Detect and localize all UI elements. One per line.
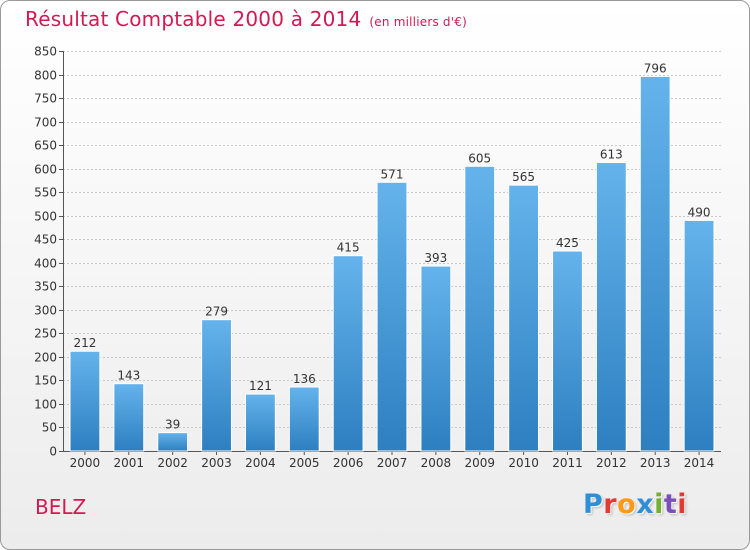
chart-title-text: Résultat Comptable 2000 à 2014 — [25, 7, 362, 31]
logo-letter: o — [617, 489, 637, 520]
y-tick-label: 150 — [34, 374, 57, 388]
bar-2012 — [595, 162, 627, 452]
data-label-2006: 415 — [337, 241, 360, 255]
x-tick-label: 2007 — [377, 456, 408, 470]
bar-2006 — [332, 255, 364, 452]
y-tick-label: 750 — [34, 92, 57, 106]
x-tick-label: 2002 — [157, 456, 188, 470]
data-label-2003: 279 — [205, 305, 228, 319]
y-tick-label: 50 — [42, 421, 57, 435]
data-label-2004: 121 — [249, 379, 272, 393]
bar-2001 — [113, 383, 145, 452]
y-tick-label: 0 — [49, 445, 57, 459]
x-tick-label: 2004 — [245, 456, 276, 470]
bar-2014 — [683, 219, 715, 452]
bar-2008 — [420, 265, 452, 452]
proxiti-logo: Proxiti — [583, 489, 687, 520]
y-tick-label: 700 — [34, 116, 57, 130]
bars — [69, 75, 715, 452]
data-label-2001: 143 — [117, 369, 140, 383]
logo-letter: P — [583, 489, 604, 520]
bar-2000 — [69, 350, 101, 452]
chart-subtitle: (en milliers d'€) — [369, 15, 467, 29]
bar-2007 — [376, 181, 408, 452]
y-tick-label: 300 — [34, 304, 57, 318]
data-label-2000: 212 — [73, 336, 96, 350]
data-label-2007: 571 — [381, 167, 404, 181]
bar-2002 — [157, 432, 189, 452]
x-tick-label: 2010 — [508, 456, 539, 470]
y-tick-label: 400 — [34, 257, 57, 271]
data-label-2005: 136 — [293, 372, 316, 386]
axes: 0 50 100 150 200 250 300 350 400 450 500 550 600 650 7… — [34, 45, 721, 470]
x-tick-label: 2013 — [640, 456, 671, 470]
y-tick-label: 800 — [34, 69, 57, 83]
y-tick-label: 450 — [34, 233, 57, 247]
y-tick-label: 200 — [34, 351, 57, 365]
logo-letter: i — [677, 489, 688, 520]
x-tick-label: 2001 — [114, 456, 145, 470]
data-label-2014: 490 — [688, 205, 711, 219]
logo-letter: i — [654, 489, 664, 520]
y-tick-label: 100 — [34, 398, 57, 412]
data-label-2002: 39 — [165, 418, 180, 432]
x-tick-label: 2009 — [464, 456, 495, 470]
y-tick-label: 250 — [34, 327, 57, 341]
data-label-2008: 393 — [424, 251, 447, 265]
y-tick-label: 500 — [34, 210, 57, 224]
data-labels: 212 143 39 279 121 136 415 571 393 605 565 425 613 79… — [73, 61, 710, 431]
x-tick-label: 2003 — [201, 456, 232, 470]
logo-letter: r — [603, 489, 618, 520]
x-tick-label: 2011 — [552, 456, 583, 470]
bar-2011 — [552, 250, 583, 452]
data-label-2009: 605 — [468, 151, 491, 165]
data-label-2013: 796 — [644, 61, 667, 75]
bar-2003 — [201, 319, 232, 452]
bar-2005 — [288, 386, 320, 452]
data-label-2010: 565 — [512, 170, 535, 184]
y-tick-label: 550 — [34, 186, 57, 200]
data-label-2011: 425 — [556, 236, 579, 250]
x-tick-label: 2005 — [289, 456, 320, 470]
bar-2009 — [464, 165, 496, 452]
place-name: BELZ — [35, 495, 87, 519]
x-tick-label: 2000 — [70, 456, 101, 470]
y-tick-label: 600 — [34, 163, 57, 177]
x-tick-label: 2006 — [333, 456, 364, 470]
y-tick-label: 350 — [34, 280, 57, 294]
logo-letter: t — [663, 489, 678, 520]
y-tick-label: 850 — [34, 45, 57, 59]
y-tick-label: 650 — [34, 139, 57, 153]
data-label-2012: 613 — [600, 148, 623, 162]
bar-2004 — [244, 393, 276, 452]
logo-letter: x — [636, 489, 655, 520]
x-tick-label: 2012 — [596, 456, 627, 470]
bar-2010 — [508, 184, 540, 452]
bar-2013 — [639, 75, 671, 452]
x-tick-label: 2008 — [421, 456, 452, 470]
chart-title: Résultat Comptable 2000 à 2014 (en millie… — [25, 7, 467, 31]
x-tick-label: 2014 — [684, 456, 715, 470]
